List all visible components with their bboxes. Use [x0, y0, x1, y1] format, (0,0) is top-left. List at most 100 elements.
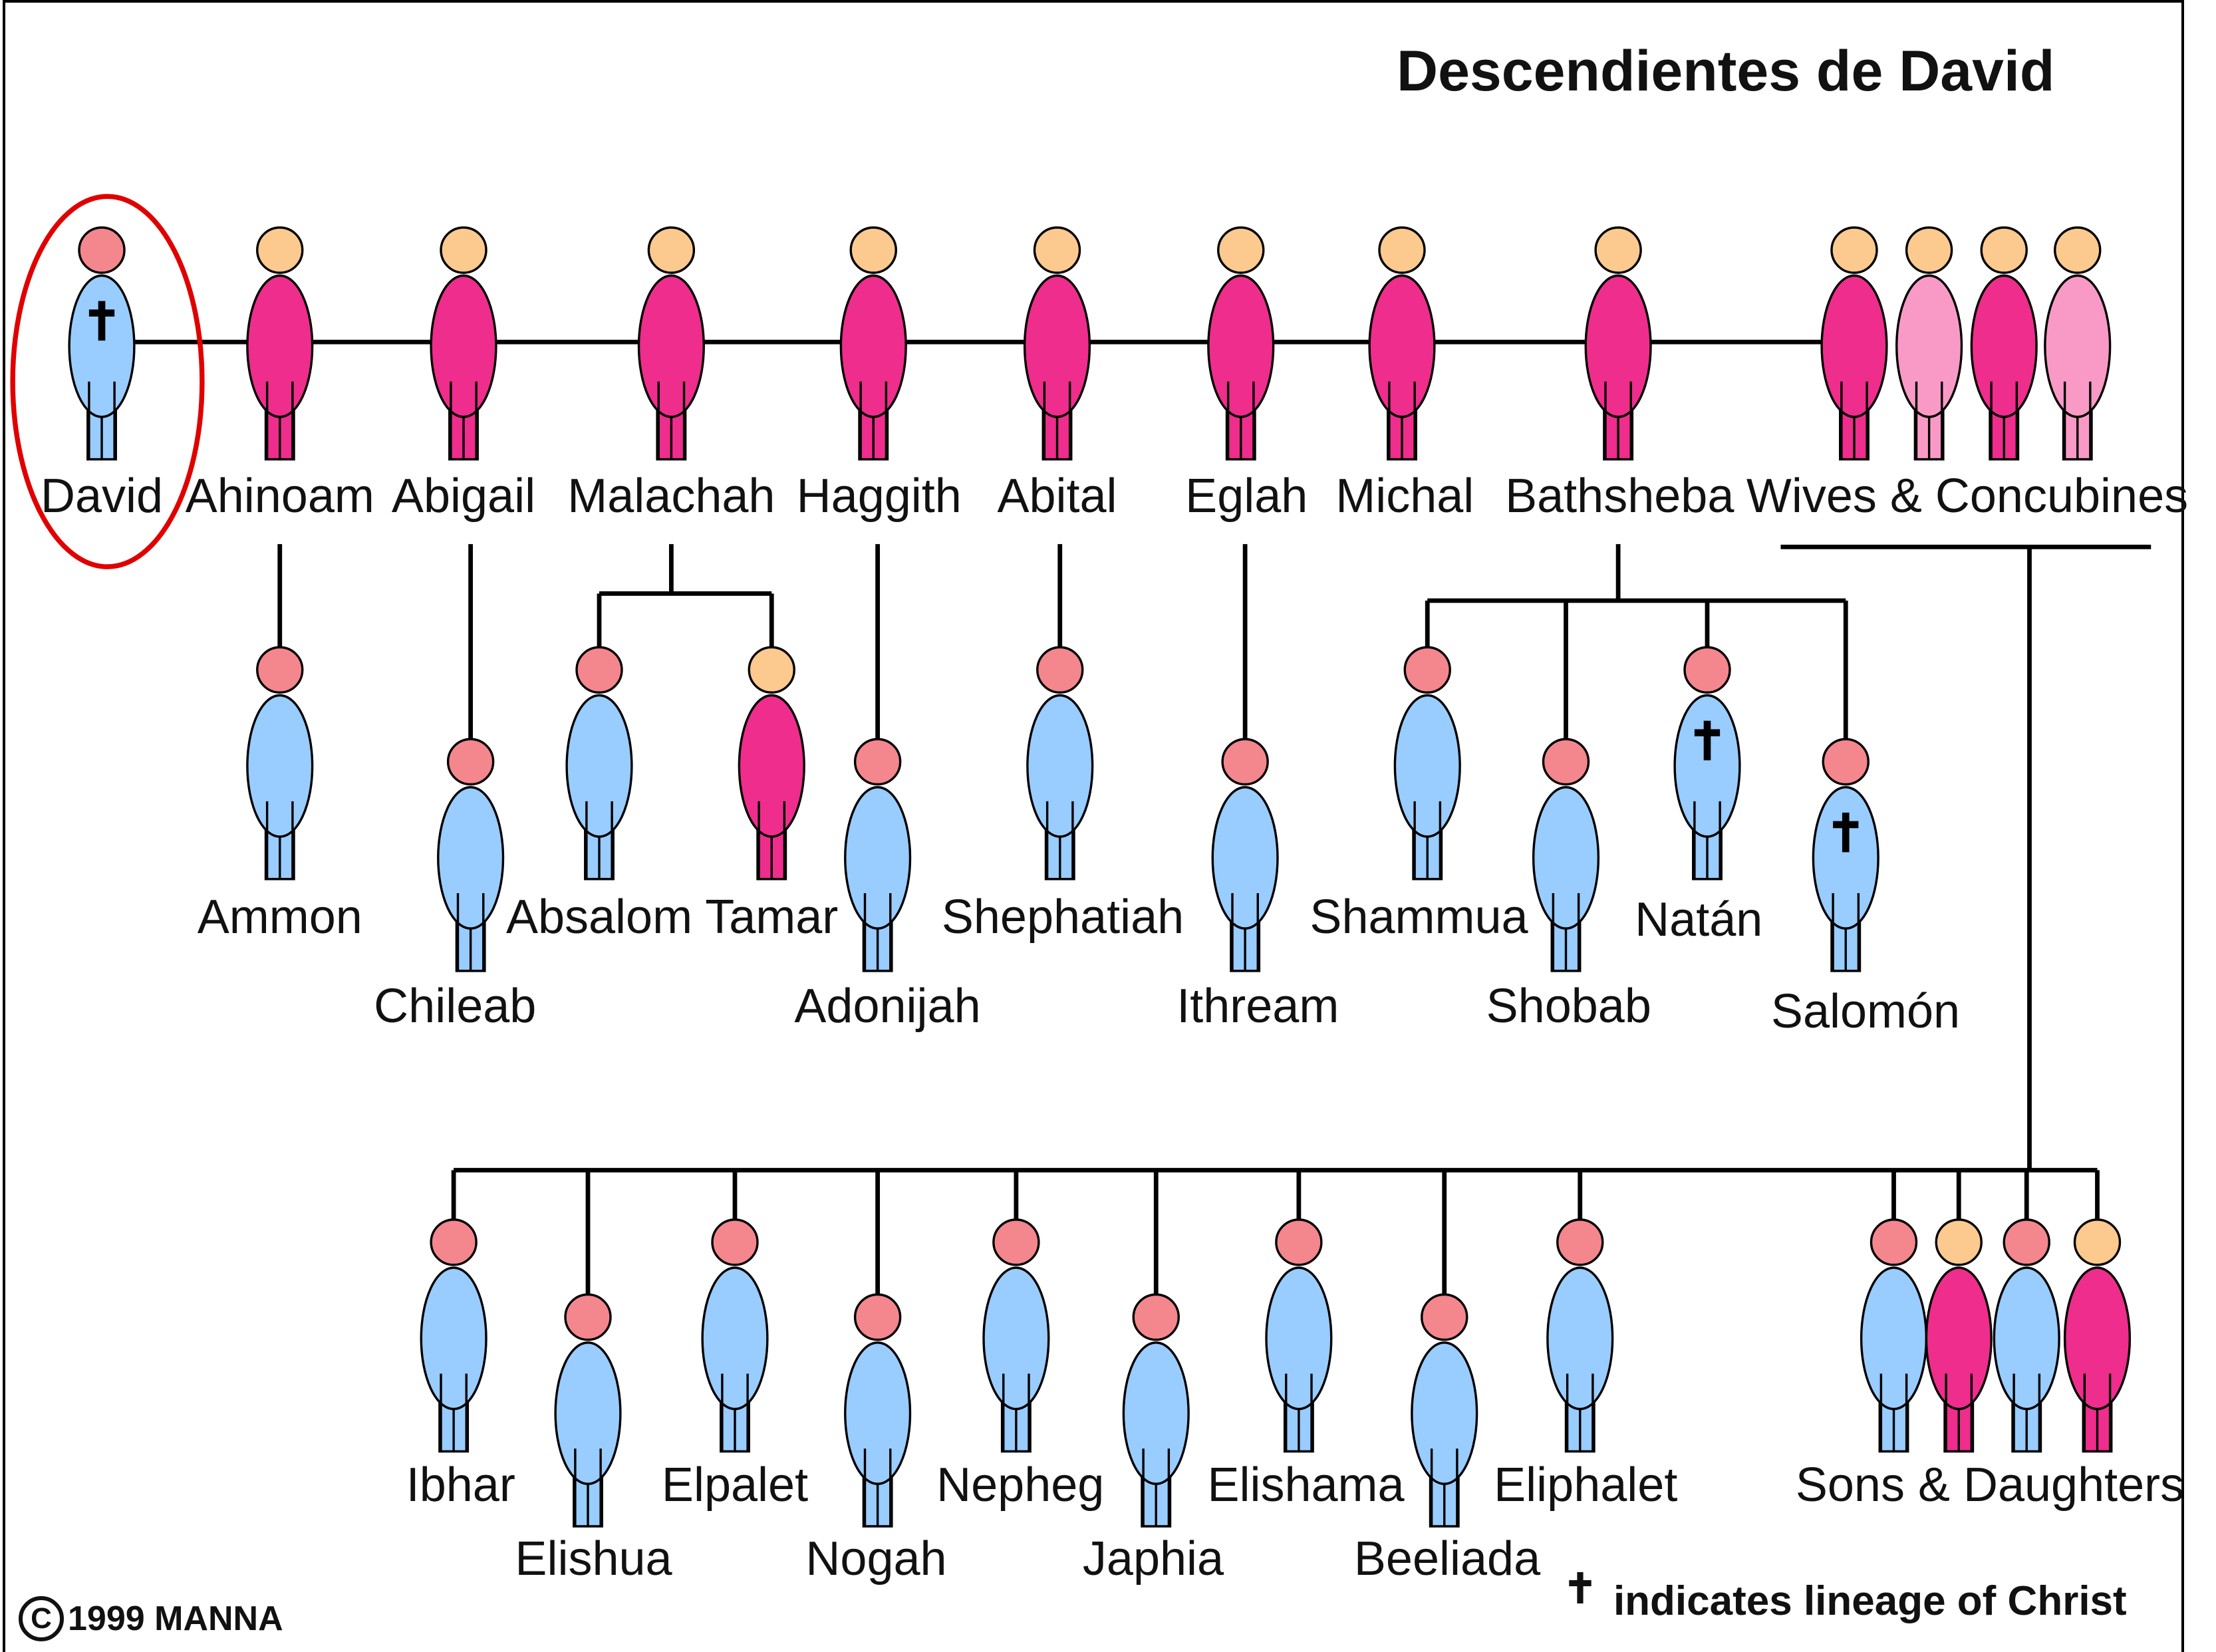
person-figure [565, 646, 633, 881]
figure-body [430, 274, 497, 418]
person-name: Ahinoam [185, 469, 374, 523]
person-name: Sons & Daughters [1795, 1458, 2185, 1512]
figure-head [853, 738, 902, 786]
figure-body [2063, 1266, 2132, 1411]
figure-body [2044, 274, 2112, 418]
figure-body [1860, 1266, 1928, 1411]
person-figure [1026, 646, 1094, 881]
figure-head [256, 226, 304, 274]
figure-head [1830, 226, 1878, 274]
person-figure [1812, 738, 1879, 972]
figure-body [1532, 785, 1600, 930]
person-figure [246, 226, 314, 461]
figure-head [2054, 226, 2102, 274]
figure-head [564, 1293, 612, 1341]
figure-head [2003, 1218, 2050, 1266]
figure-body [738, 694, 805, 838]
cross-icon [1694, 729, 1721, 737]
figure-body [1993, 1266, 2060, 1411]
figure-body [1970, 274, 2038, 418]
figure-body [1546, 1266, 1614, 1411]
figure-head [647, 226, 696, 274]
cross-icon: ✝ [1563, 1566, 1597, 1612]
figure-body [1211, 785, 1279, 930]
figure-body [844, 785, 912, 930]
person-figure [246, 646, 314, 881]
person-figure [1673, 646, 1741, 881]
figure-head [1421, 1293, 1468, 1341]
figure-body [1925, 1266, 1993, 1411]
person-figure [2044, 226, 2112, 461]
figure-head [2073, 1218, 2122, 1266]
figure-head [748, 646, 795, 694]
person-figure [1970, 226, 2038, 461]
figure-head [575, 646, 623, 694]
figure-head [1683, 646, 1731, 694]
figure-head [1132, 1293, 1180, 1341]
person-figure [1023, 226, 1091, 461]
person-figure [844, 1293, 912, 1528]
person-figure [1820, 226, 1888, 461]
figure-head [1542, 738, 1590, 786]
figure-body [982, 1266, 1050, 1411]
figure-body [1393, 694, 1461, 838]
person-name: Elpalet [661, 1458, 809, 1512]
figure-body [701, 1266, 769, 1411]
figure-head [1556, 1218, 1604, 1266]
person-name: Chileab [374, 979, 537, 1033]
person-name: Wives & Concubines [1746, 469, 2189, 523]
cross-icon [98, 301, 106, 341]
person-figure [844, 738, 912, 972]
figure-head [430, 1218, 478, 1266]
person-figure [1532, 738, 1600, 972]
figure-body [1023, 274, 1091, 418]
person-figure [1895, 226, 1963, 461]
figure-body [1207, 274, 1275, 418]
person-figure [839, 226, 907, 461]
figure-body [1820, 274, 1888, 418]
frame-top [3, 0, 2184, 3]
person-name: Michal [1335, 469, 1474, 523]
figure-body [1122, 1341, 1190, 1485]
figure-body [554, 1341, 622, 1485]
copyright-text: 1999 MANNA [68, 1599, 283, 1638]
figure-body [1368, 274, 1436, 418]
figure-head [1221, 738, 1269, 786]
person-figure [1925, 1218, 1993, 1453]
person-figure [1122, 1293, 1190, 1528]
person-figure [1411, 1293, 1478, 1528]
person-name: Nogah [805, 1532, 947, 1585]
person-name: Ammon [197, 891, 362, 944]
person-name: Eliphalet [1494, 1458, 1678, 1512]
figure-body [1673, 694, 1741, 838]
person-figure [420, 1218, 487, 1453]
person-name: Shephatiah [941, 891, 1184, 944]
figure-head [1594, 226, 1642, 274]
person-name: Elishama [1207, 1458, 1405, 1512]
person-name: Shammua [1310, 891, 1528, 944]
figure-head [1217, 226, 1265, 274]
figure-body [565, 694, 633, 838]
cross-icon [1703, 720, 1711, 761]
figure-body [420, 1266, 487, 1411]
person-name: Eglah [1185, 469, 1308, 523]
person-figure [1393, 646, 1461, 881]
figure-head [440, 226, 487, 274]
legend: ✝ indicates lineage of Christ [1563, 1566, 2127, 1625]
figure-body [1812, 785, 1879, 930]
person-name: Tamar [705, 891, 839, 944]
copyright-notice: C 1999 MANNA [19, 1596, 283, 1641]
figure-body [246, 274, 314, 418]
figure-head [711, 1218, 759, 1266]
figure-head [1980, 226, 2028, 274]
figure-head [1033, 226, 1081, 274]
cross-icon [1842, 812, 1850, 853]
person-figure [437, 738, 505, 972]
chart-title: Descendientes de David [1397, 39, 2055, 103]
person-name: Elishua [515, 1532, 672, 1585]
person-figure [1368, 226, 1436, 461]
person-figure [637, 226, 705, 461]
figure-head [1275, 1218, 1323, 1266]
